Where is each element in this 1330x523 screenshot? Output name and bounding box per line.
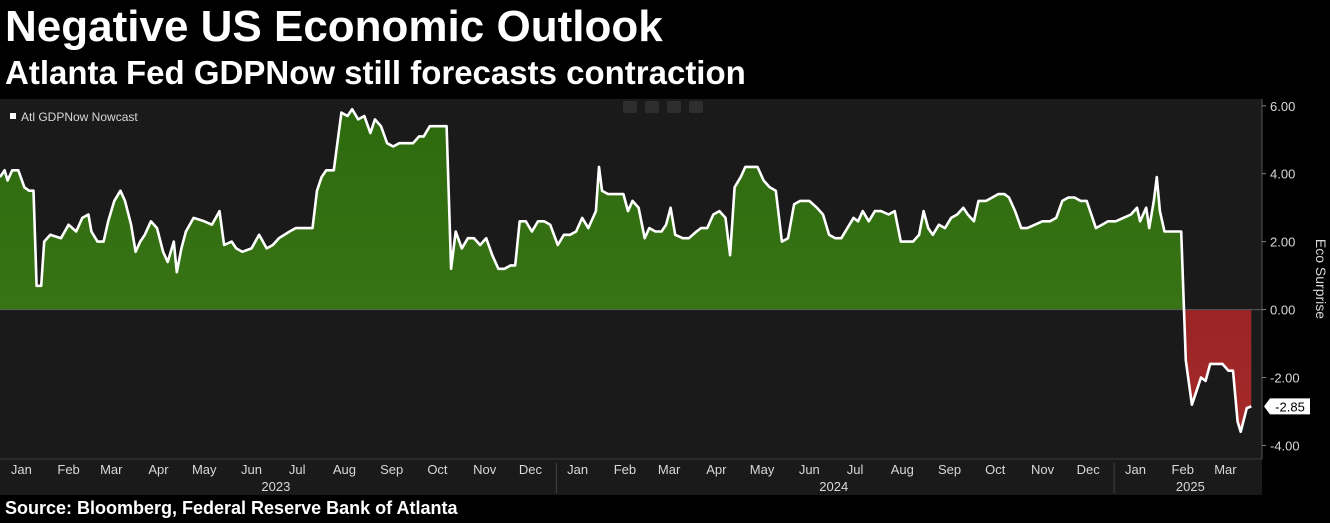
chart-toolbar bbox=[623, 101, 703, 113]
x-tick-label: May bbox=[750, 462, 775, 477]
toolbar-button-zoom[interactable] bbox=[689, 101, 703, 113]
x-tick-label: Mar bbox=[100, 462, 123, 477]
xaxis-panel bbox=[0, 459, 1262, 495]
x-tick-label: Jan bbox=[567, 462, 588, 477]
x-tick-label: Nov bbox=[1031, 462, 1055, 477]
x-tick-label: Dec bbox=[1077, 462, 1101, 477]
x-tick-label: Apr bbox=[706, 462, 727, 477]
series-line bbox=[0, 107, 1252, 434]
year-label: 2025 bbox=[1176, 479, 1205, 494]
last-value-box bbox=[1264, 398, 1310, 415]
area-fills bbox=[0, 109, 1252, 432]
x-tick-label: Feb bbox=[57, 462, 79, 477]
y-tick-label: 6.00 bbox=[1270, 99, 1295, 114]
toolbar-button-settings[interactable] bbox=[667, 101, 681, 113]
chart-subtitle: Atlanta Fed GDPNow still forecasts contr… bbox=[5, 54, 746, 91]
series-lines bbox=[0, 107, 1252, 434]
x-tick-label: Jun bbox=[241, 462, 262, 477]
legend-swatch bbox=[10, 113, 16, 119]
x-tick-label: Jun bbox=[799, 462, 820, 477]
legend: Atl GDPNow Nowcast bbox=[10, 110, 138, 124]
toolbar-button-crosshair[interactable] bbox=[623, 101, 637, 113]
source-note: Source: Bloomberg, Federal Reserve Bank … bbox=[5, 498, 458, 518]
x-tick-label: Oct bbox=[427, 462, 448, 477]
x-tick-label: Aug bbox=[891, 462, 914, 477]
toolbar-button-draw[interactable] bbox=[645, 101, 659, 113]
year-label: 2023 bbox=[261, 479, 290, 494]
x-tick-label: Jul bbox=[289, 462, 306, 477]
x-tick-label: Dec bbox=[519, 462, 543, 477]
x-tick-label: Nov bbox=[473, 462, 497, 477]
y-tick-label: 4.00 bbox=[1270, 167, 1295, 182]
positive-area bbox=[0, 109, 1184, 310]
gdpnow-chart: 6.00 4.00 2.00 0.00 -2.00 -4.00 Jan Feb Mar Apr M… bbox=[0, 99, 1330, 495]
legend-label: Atl GDPNow Nowcast bbox=[21, 110, 138, 124]
y-tick-label: -4.00 bbox=[1270, 438, 1300, 453]
x-tick-label: Sep bbox=[380, 462, 403, 477]
last-value-callout: -2.85 bbox=[1264, 398, 1310, 415]
x-tick-label: Mar bbox=[1214, 462, 1237, 477]
x-tick-label: Sep bbox=[938, 462, 961, 477]
x-tick-label: Mar bbox=[658, 462, 681, 477]
x-tick-label: Oct bbox=[985, 462, 1006, 477]
last-value-text: -2.85 bbox=[1275, 399, 1305, 414]
y-axis: 6.00 4.00 2.00 0.00 -2.00 -4.00 bbox=[1262, 99, 1300, 453]
x-tick-label: Feb bbox=[1172, 462, 1194, 477]
x-axis: Jan Feb Mar Apr May Jun Jul Aug Sep Oct Nov Dec Jan F… bbox=[11, 462, 1237, 494]
year-label: 2024 bbox=[819, 479, 848, 494]
x-tick-label: Jul bbox=[847, 462, 864, 477]
x-tick-label: Aug bbox=[333, 462, 356, 477]
x-tick-label: Apr bbox=[148, 462, 169, 477]
y-tick-label: -2.00 bbox=[1270, 370, 1300, 385]
x-tick-label: Jan bbox=[11, 462, 32, 477]
y-axis-title: Eco Surprise bbox=[1313, 239, 1329, 319]
y-tick-label: 2.00 bbox=[1270, 235, 1295, 250]
x-tick-label: May bbox=[192, 462, 217, 477]
chart-title: Negative US Economic Outlook bbox=[5, 2, 663, 51]
x-tick-label: Jan bbox=[1125, 462, 1146, 477]
y-tick-label: 0.00 bbox=[1270, 303, 1295, 318]
x-tick-label: Feb bbox=[614, 462, 636, 477]
